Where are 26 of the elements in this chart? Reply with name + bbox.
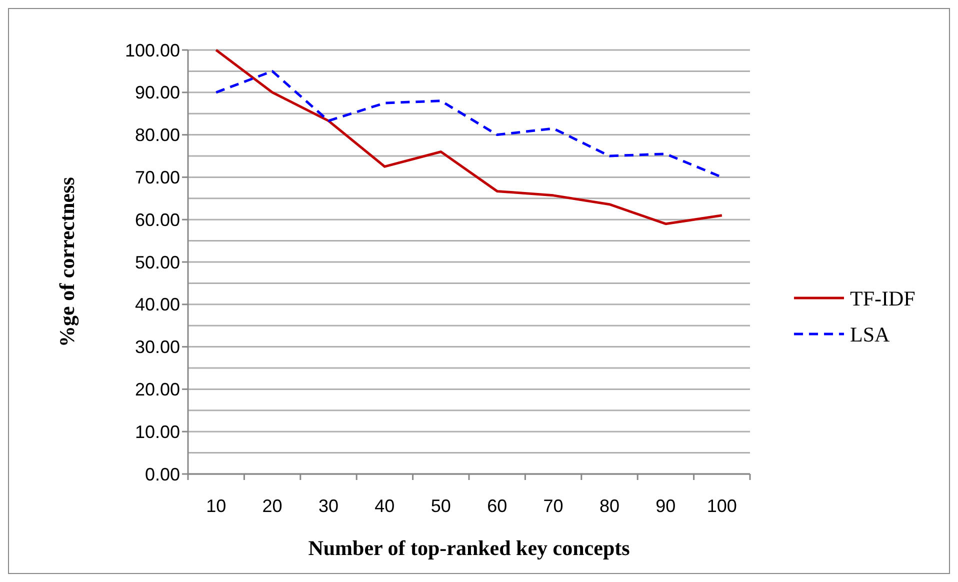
x-tick-label: 50 <box>430 496 451 516</box>
line-series <box>214 48 724 226</box>
y-tick-label: 60.00 <box>134 210 180 230</box>
x-tick-label: 20 <box>262 496 282 516</box>
x-tick-label: 90 <box>656 496 676 516</box>
x-tick-label: 70 <box>543 496 564 516</box>
x-axis-title: Number of top-ranked key concepts <box>308 536 630 560</box>
y-tick-label: 80.00 <box>134 125 180 146</box>
x-tick-label: 100 <box>706 496 737 516</box>
y-tick-label: 90.00 <box>134 82 180 103</box>
legend-label: LSA <box>850 322 891 346</box>
y-tick-label: 0.00 <box>144 464 180 484</box>
x-tick-label: 30 <box>318 496 339 516</box>
y-tick-label: 70.00 <box>134 168 180 188</box>
y-tick-label: 100.00 <box>124 40 180 60</box>
x-tick-label: 10 <box>206 496 226 516</box>
y-tick-label: 30.00 <box>134 337 180 358</box>
y-tick-label: 20.00 <box>134 380 180 400</box>
y-axis-title: %ge of correctness <box>55 177 79 347</box>
y-tick-label: 10.00 <box>134 422 180 442</box>
x-tick-label: 40 <box>374 496 395 516</box>
y-tick-label: 40.00 <box>134 294 180 315</box>
legend-label: TF-IDF <box>850 286 916 310</box>
x-tick-label: 80 <box>599 496 620 516</box>
y-tick-label: 50.00 <box>134 252 180 272</box>
x-tick-label: 60 <box>487 496 508 516</box>
